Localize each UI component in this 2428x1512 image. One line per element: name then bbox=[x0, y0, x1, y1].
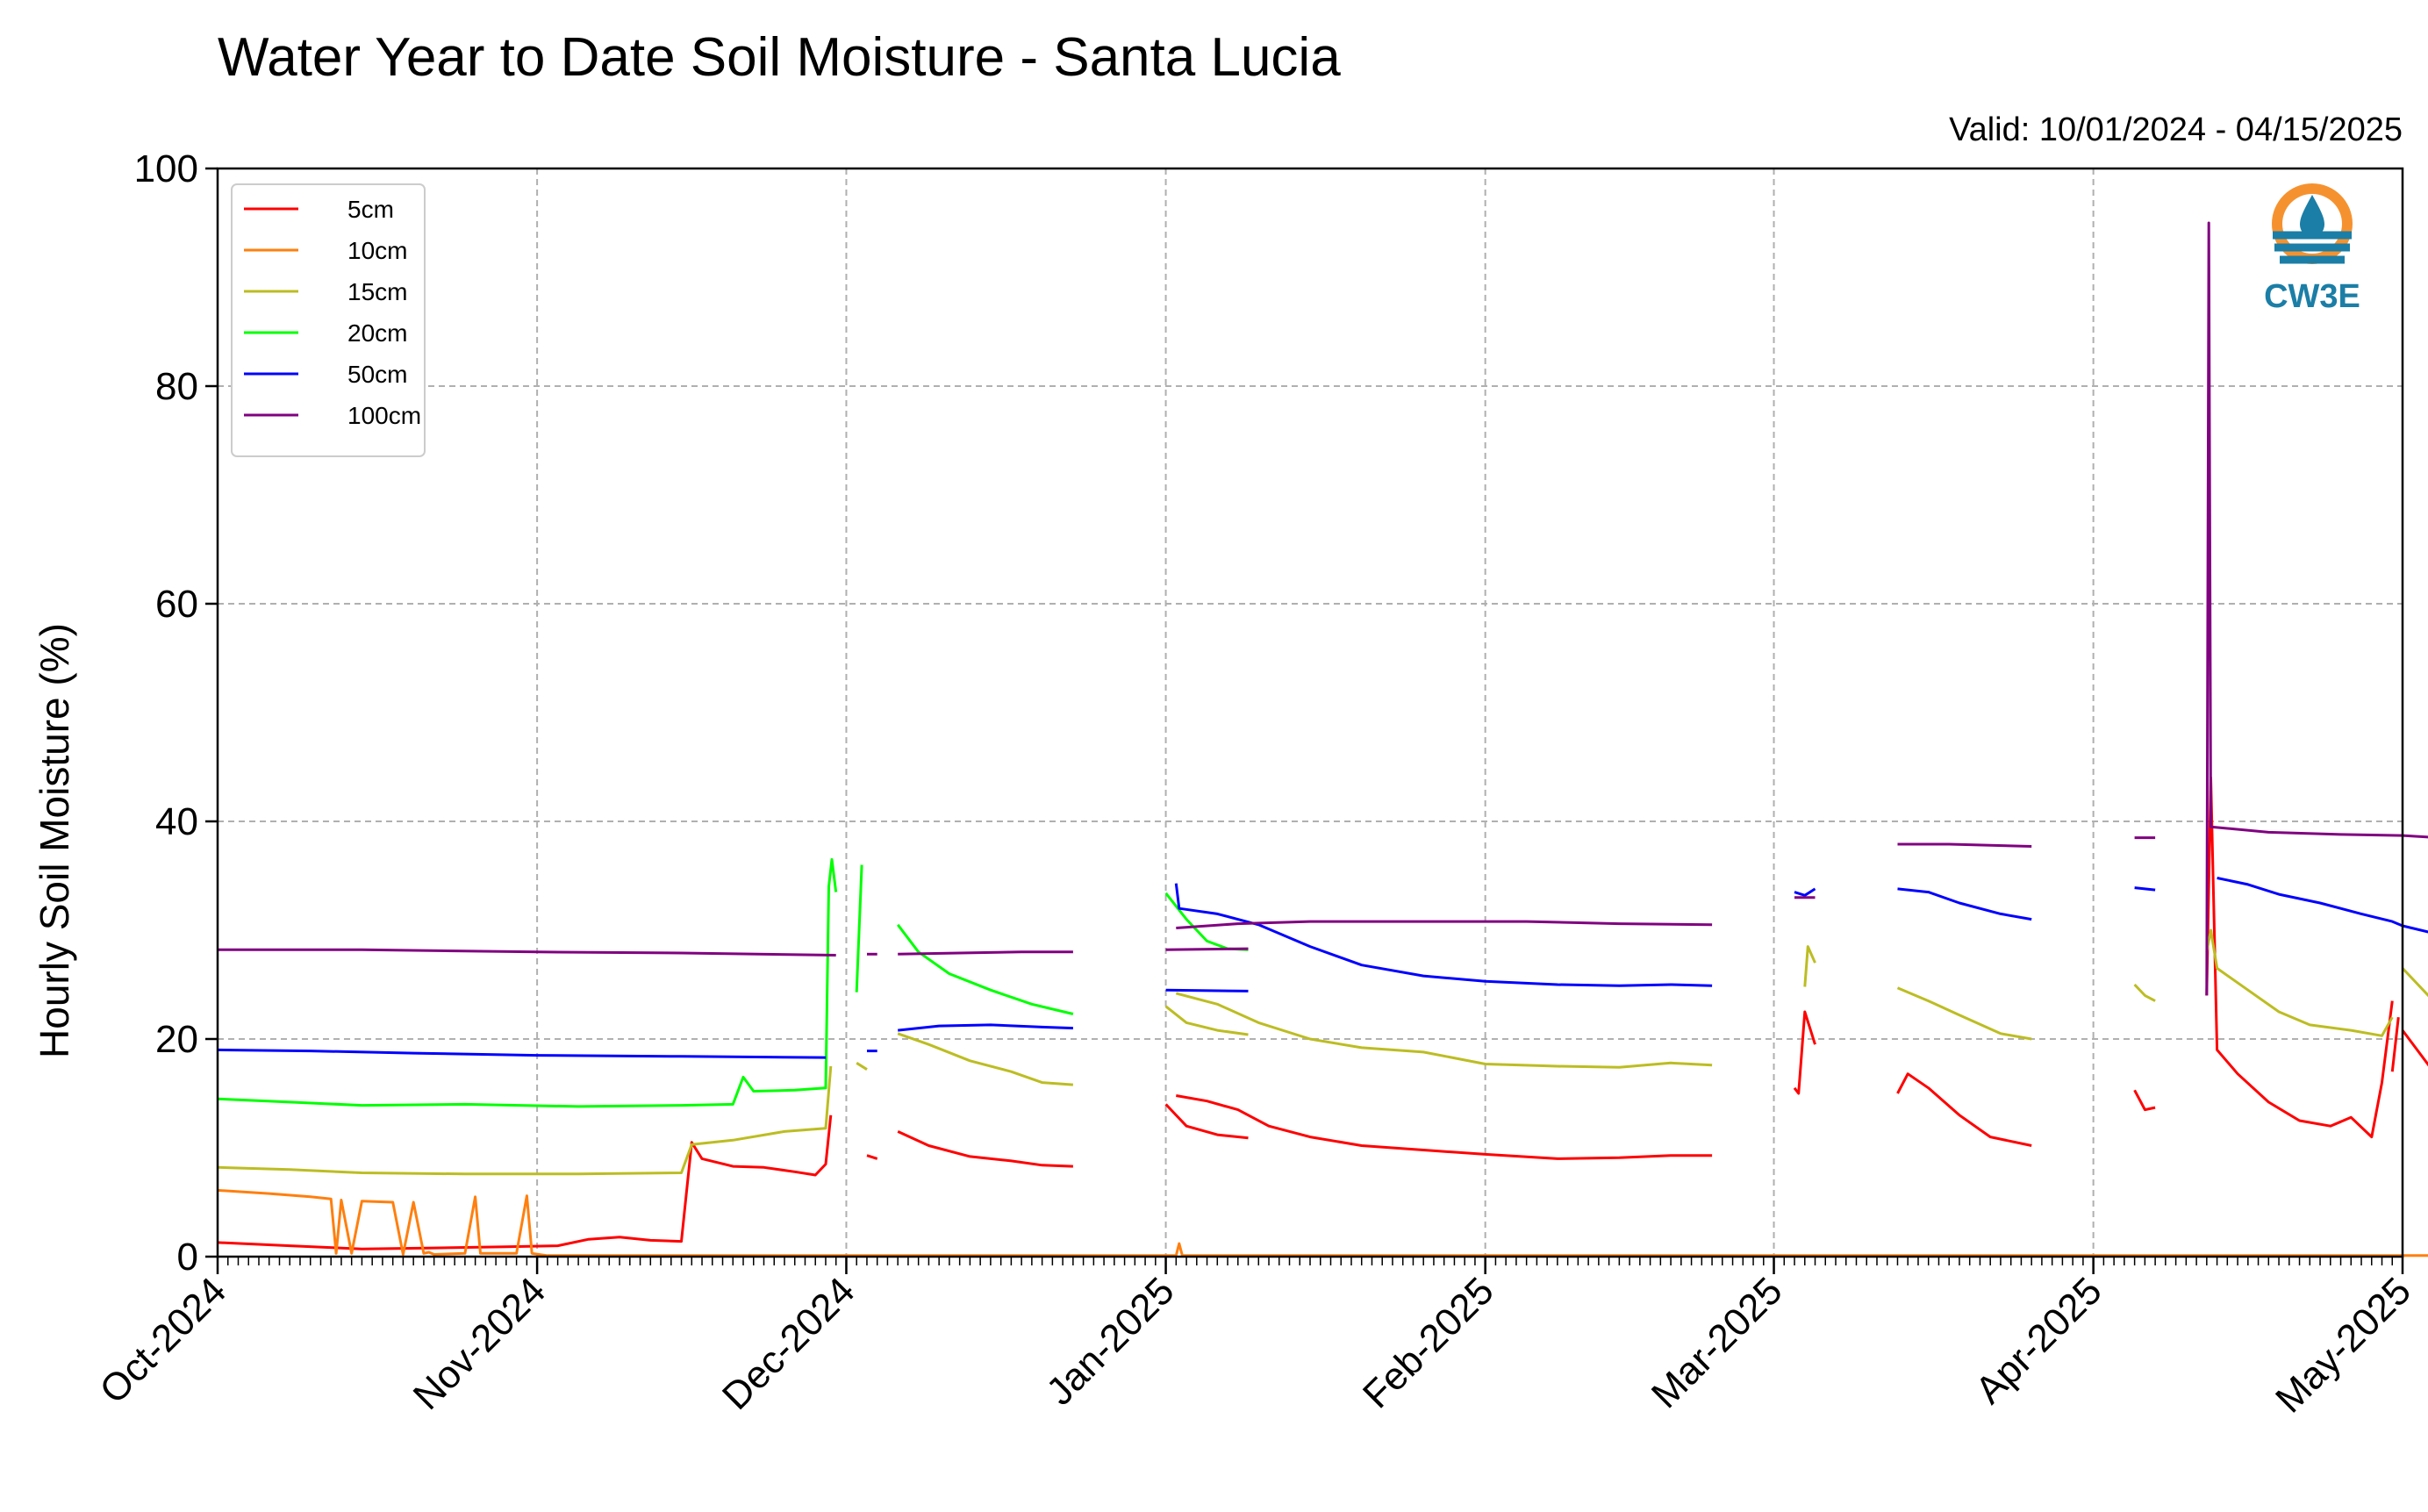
series-line-100cm bbox=[2205, 221, 2428, 996]
y-tick-label: 0 bbox=[177, 1236, 198, 1279]
grid-lines bbox=[218, 168, 2403, 1257]
cw3e-logo: CW3E bbox=[2264, 183, 2360, 315]
series-line-15cm bbox=[1164, 1005, 1249, 1036]
series-line-100cm bbox=[898, 950, 1073, 956]
series-line-15cm bbox=[1175, 992, 1713, 1069]
series-line-5cm bbox=[1164, 1103, 1249, 1140]
legend-label: 5cm bbox=[347, 196, 394, 223]
series-line-15cm bbox=[217, 1065, 833, 1176]
series-line-50cm bbox=[1794, 887, 1816, 897]
series-line-50cm bbox=[1174, 883, 1713, 987]
series-line-5cm bbox=[897, 1130, 1073, 1168]
series-line-15cm bbox=[2401, 967, 2428, 998]
legend-label: 100cm bbox=[347, 402, 421, 429]
y-tick-label: 100 bbox=[134, 147, 198, 190]
series-line-50cm bbox=[217, 1048, 827, 1059]
series-line-50cm bbox=[1165, 988, 1249, 992]
y-axis-label: Hourly Soil Moisture (%) bbox=[32, 623, 77, 1058]
x-tick-label: Jan-2025 bbox=[1038, 1269, 1182, 1413]
y-ticks: 0 20 40 60 80 100 bbox=[134, 147, 218, 1279]
x-tick-label: Feb-2025 bbox=[1355, 1269, 1502, 1416]
series-line-15cm bbox=[856, 1062, 868, 1071]
series-line-5cm bbox=[1896, 1072, 2032, 1147]
series-line-100cm bbox=[1176, 920, 1713, 929]
water-drop-icon bbox=[2300, 195, 2324, 237]
legend-box bbox=[231, 183, 426, 457]
logo-text: CW3E bbox=[2264, 278, 2360, 315]
legend: 5cm 10cm 15cm 20cm 50cm 100cm bbox=[231, 183, 426, 457]
plot-area bbox=[218, 168, 2403, 1257]
x-ticks: Oct-2024 Nov-2024 Dec-2024 Jan-2025 Feb-2025… bbox=[91, 1257, 2419, 1421]
chart-title: Water Year to Date Soil Moisture - Santa… bbox=[218, 27, 1341, 88]
series-line-15cm bbox=[2205, 928, 2394, 1037]
series-100cm bbox=[218, 221, 2428, 996]
series-line-15cm bbox=[1803, 945, 1816, 987]
x-tick-label: Oct-2024 bbox=[91, 1269, 234, 1412]
y-tick-label: 60 bbox=[155, 583, 198, 626]
series-line-5cm bbox=[1176, 1094, 1713, 1160]
x-tick-label: Dec-2024 bbox=[714, 1269, 863, 1418]
series-line-5cm bbox=[2401, 1029, 2428, 1067]
legend-label: 50cm bbox=[347, 361, 407, 388]
y-tick-label: 40 bbox=[155, 800, 198, 843]
series-line-50cm bbox=[2217, 877, 2428, 934]
series-line-100cm bbox=[218, 948, 836, 957]
series-line-5cm bbox=[1793, 1010, 1816, 1095]
series-line-50cm bbox=[1897, 887, 2032, 921]
series-line-15cm bbox=[1896, 986, 2032, 1041]
y-tick-label: 80 bbox=[155, 365, 198, 408]
series-line-15cm bbox=[2133, 983, 2156, 1002]
series-line-100cm bbox=[1897, 842, 2032, 848]
series-line-5cm bbox=[866, 1154, 878, 1160]
series-line-50cm bbox=[2134, 886, 2156, 892]
chart-subtitle: Valid: 10/01/2024 - 04/15/2025 bbox=[1949, 111, 2403, 148]
x-tick-label: Apr-2025 bbox=[1967, 1269, 2110, 1412]
series-line-10cm bbox=[217, 1188, 548, 1258]
x-tick-label: Nov-2024 bbox=[405, 1269, 555, 1418]
x-tick-label: Mar-2025 bbox=[1644, 1269, 1791, 1416]
x-tick-label: May-2025 bbox=[2267, 1269, 2419, 1421]
legend-label: 10cm bbox=[347, 237, 407, 264]
series-line-20cm bbox=[897, 923, 1074, 1015]
series-line-20cm bbox=[855, 864, 863, 992]
series-line-5cm bbox=[2390, 1017, 2400, 1072]
series-50cm bbox=[217, 877, 2428, 1059]
series-line-50cm bbox=[898, 1023, 1073, 1032]
legend-label: 20cm bbox=[347, 319, 407, 347]
series-line-20cm bbox=[217, 857, 838, 1108]
logo-waves bbox=[2273, 231, 2352, 264]
series-15cm bbox=[217, 928, 2428, 1176]
legend-label: 15cm bbox=[347, 278, 407, 305]
series-line-15cm bbox=[897, 1032, 1074, 1086]
series-line-5cm bbox=[2133, 1089, 2156, 1112]
y-tick-label: 20 bbox=[155, 1018, 198, 1061]
